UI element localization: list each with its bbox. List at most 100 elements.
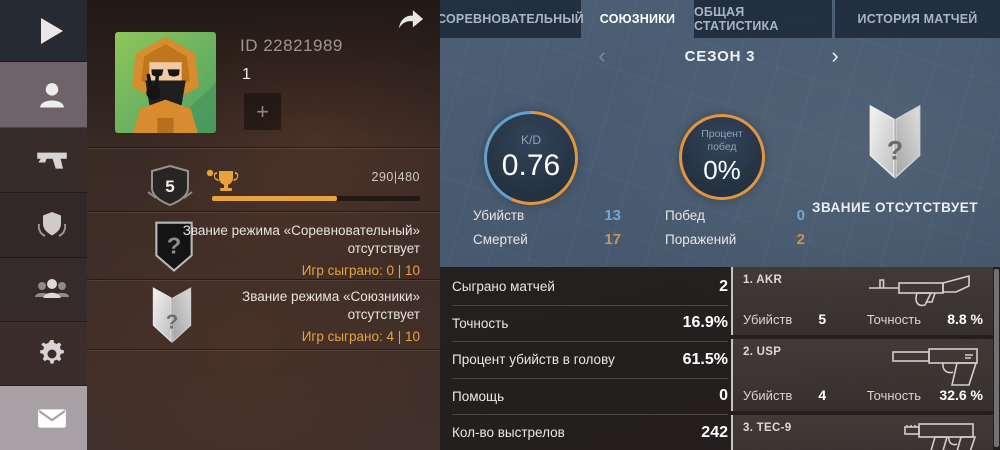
deaths-label: Смертей	[473, 231, 528, 247]
wins-label: Побед	[665, 207, 705, 223]
deaths-value: 17	[604, 230, 621, 248]
stat-label: Кол-во выстрелов	[452, 425, 565, 441]
kd-value: 0.76	[501, 148, 561, 182]
stat-value: 2	[719, 277, 728, 295]
weapon-kills: 4	[818, 387, 827, 403]
nav-item-friends[interactable]	[0, 258, 87, 322]
tab-competitive[interactable]: СОРЕВНОВАТЕЛЬНЫЙ	[440, 0, 584, 38]
stat-row: Сыграно матчей 2	[452, 269, 728, 306]
tab-allies[interactable]: СОЮЗНИКИ	[599, 12, 676, 26]
nav-item-settings[interactable]	[0, 322, 87, 386]
player-name: 1	[242, 66, 251, 83]
svg-text:?: ?	[167, 233, 181, 259]
person-icon	[39, 82, 64, 107]
bottom-section: Сыграно матчей 2 Точность 16.9% Процент …	[440, 267, 1000, 450]
stat-row: Помощь 0	[452, 379, 728, 415]
avatar[interactable]	[115, 32, 216, 133]
weapon-acc-label: Точность	[866, 312, 921, 327]
divider	[87, 212, 440, 213]
weapon-kills-label: Убийств	[743, 312, 793, 327]
profile-panel: ID 22821989 1 + 5 290|480	[87, 0, 440, 450]
competitive-rank-badge: ?	[155, 221, 193, 272]
weapon-kills-label: Убийств	[743, 388, 793, 403]
season-selector: ‹ СЕЗОН 3 ›	[440, 38, 1000, 75]
allies-rank-text: Звание режима «Союзники» отсутствует Игр…	[157, 288, 420, 346]
weapon-name: 1. AKR	[743, 274, 783, 286]
weapon-accuracy: 32.6 %	[939, 387, 983, 403]
wins-value: 0	[796, 206, 805, 224]
season-rank-label: ЗВАНИЕ ОТСУТСТВУЕТ	[812, 200, 978, 215]
season-rank-badge: ?	[869, 104, 921, 179]
xp-bar	[212, 196, 420, 201]
winrate-label-2: побед	[707, 141, 737, 153]
gear-icon	[39, 339, 64, 364]
xp-progress: 290|480	[371, 170, 420, 184]
shield-laurel-icon	[37, 212, 66, 237]
losses-value: 2	[796, 230, 805, 248]
gun-icon	[36, 152, 67, 169]
nav-item-ranks[interactable]	[0, 193, 87, 258]
tab-bar: СОРЕВНОВАТЕЛЬНЫЙ СОЮЗНИКИ ОБЩАЯ СТАТИСТИ…	[440, 0, 1000, 38]
stat-value: 61.5%	[682, 350, 728, 368]
season-prev-icon[interactable]: ‹	[598, 43, 606, 68]
stat-row: Процент убийств в голову 61.5%	[452, 342, 728, 379]
svg-text:?: ?	[887, 135, 903, 165]
weapon-accuracy: 8.8 %	[947, 311, 983, 327]
rank-line2: отсутствует	[347, 240, 420, 256]
winrate-ring: Процент побед 0%	[679, 114, 765, 200]
nav-item-play[interactable]	[0, 0, 87, 62]
pistol-tec9-icon	[904, 423, 977, 450]
stat-value: 16.9%	[682, 314, 728, 332]
allies-rank-badge: ?	[152, 287, 192, 343]
nav-item-profile[interactable]	[0, 62, 87, 128]
weapon-kills: 5	[818, 311, 827, 327]
add-button[interactable]: +	[244, 93, 281, 130]
pistol-usp-icon	[892, 348, 978, 386]
nav-item-weapons[interactable]	[0, 128, 87, 193]
kd-label: K/D	[520, 132, 541, 147]
divider	[87, 148, 440, 149]
tab-general-stats[interactable]: ОБЩАЯ СТАТИСТИКА	[694, 0, 832, 38]
player-id: ID 22821989	[240, 36, 343, 55]
share-icon[interactable]	[398, 8, 424, 30]
rank-games: Игр сыграно: 0 | 10	[301, 263, 420, 278]
envelope-icon	[37, 409, 66, 428]
competitive-rank-text: Звание режима «Соревновательный» отсутст…	[157, 222, 420, 280]
stat-row: Точность 16.9%	[452, 306, 728, 342]
season-next-icon[interactable]: ›	[831, 43, 839, 68]
rank-line1: Звание режима «Союзники»	[242, 289, 420, 304]
stat-label: Помощь	[452, 388, 505, 404]
weapon-acc-label: Точность	[866, 388, 921, 403]
stat-label: Точность	[452, 315, 509, 331]
stats-panel: СОРЕВНОВАТЕЛЬНЫЙ СОЮЗНИКИ ОБЩАЯ СТАТИСТИ…	[440, 0, 1000, 450]
weapon-card-usp[interactable]: 2. USP Убийств 4 Точность	[731, 339, 993, 411]
stat-value: 0	[719, 387, 728, 405]
nav-rail	[0, 0, 87, 450]
rank-line1: Звание режима «Соревновательный»	[182, 223, 420, 238]
weapon-card-akr[interactable]: 1. AKR Убийств 5	[731, 267, 993, 335]
svg-text:5: 5	[165, 177, 174, 196]
kills-value: 13	[604, 206, 621, 224]
people-icon	[34, 278, 69, 298]
divider	[87, 280, 440, 281]
scrollbar[interactable]	[994, 269, 999, 447]
season-label: СЕЗОН 3	[684, 48, 756, 65]
weapon-name: 2. USP	[743, 346, 782, 358]
xp-bar-fill	[212, 196, 337, 201]
stat-label: Сыграно матчей	[452, 279, 555, 295]
tab-match-history[interactable]: ИСТОРИЯ МАТЧЕЙ	[835, 0, 1000, 38]
losses-label: Поражений	[665, 231, 737, 247]
rank-line2: отсутствует	[347, 306, 420, 322]
kills-label: Убийств	[473, 207, 525, 223]
weapon-card-tec9[interactable]: 3. TEC-9 Убийств	[731, 415, 993, 450]
stat-label: Процент убийств в голову	[452, 352, 615, 368]
svg-text:?: ?	[166, 311, 178, 333]
winrate-label-1: Процент	[701, 128, 743, 140]
rank-games: Игр сыграно: 4 | 10	[301, 329, 420, 344]
trophy-icon	[206, 169, 239, 191]
divider	[87, 350, 440, 351]
weapon-name: 3. TEC-9	[743, 422, 792, 434]
kills-deaths-block: Убийств 13 Смертей 17	[473, 203, 621, 251]
nav-item-mail[interactable]	[0, 386, 87, 450]
